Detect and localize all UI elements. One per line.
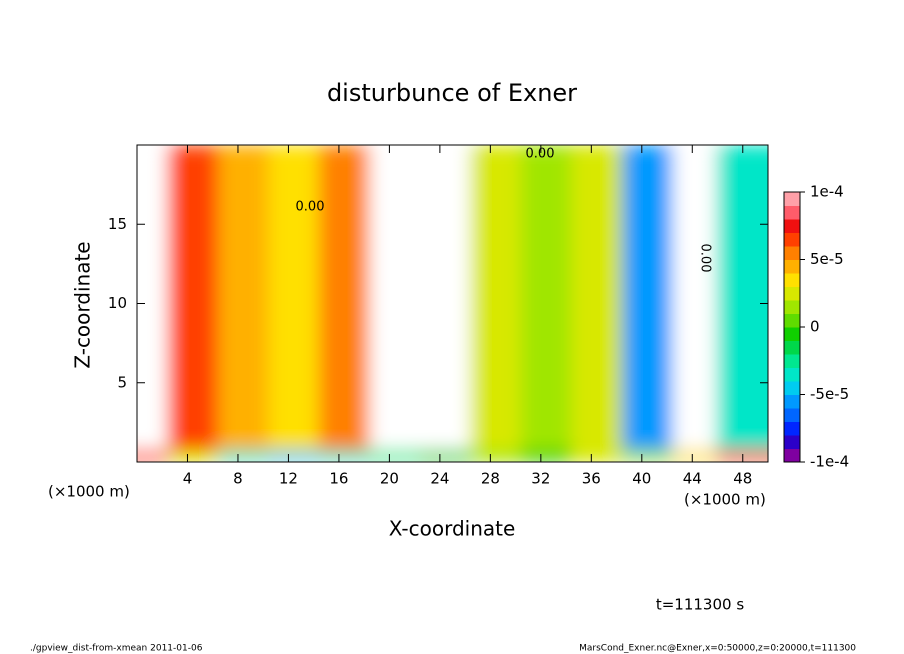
x-tick-label: 4 (183, 470, 193, 488)
colorbar-segment (784, 313, 800, 328)
x-tick-label: 44 (683, 470, 702, 488)
colorbar-segment (784, 327, 800, 341)
y-axis-label: Z-coordinate (71, 241, 95, 368)
colorbar-segment (784, 421, 800, 436)
footer-left: ./gpview_dist-from-xmean 2011-01-06 (30, 644, 203, 654)
colorbar-segment (784, 205, 800, 220)
colorbar-segment (784, 435, 800, 449)
chart-title: disturbunce of Exner (327, 79, 577, 107)
colorbar-tick-label: 0 (810, 318, 820, 336)
colorbar-tick-label: -1e-4 (810, 453, 849, 471)
y-tick-label: 15 (108, 215, 127, 233)
x-tick-label: 16 (329, 470, 348, 488)
field-cells (137, 145, 768, 462)
x-tick-label: 36 (582, 470, 601, 488)
colorbar-segment (784, 381, 800, 395)
x-tick-label: 28 (481, 470, 500, 488)
contour-label: 0.00 (526, 147, 555, 162)
footer-right: MarsCond_Exner.nc@Exner,x=0:50000,z=0:20… (579, 644, 856, 654)
colorbar-segment (784, 246, 800, 260)
colorbar-segment (784, 232, 800, 247)
x-tick-label: 24 (430, 470, 449, 488)
colorbar-segment (784, 408, 800, 422)
colorbar-segment (784, 192, 800, 206)
colorbar-segment (784, 259, 800, 274)
x-tick-label: 32 (531, 470, 550, 488)
x-tick-label: 8 (233, 470, 243, 488)
contour-label: 0.00 (698, 244, 713, 273)
x-tick-label: 20 (380, 470, 399, 488)
x-tick-label: 12 (279, 470, 298, 488)
colorbar-tick-label: -5e-5 (810, 385, 849, 403)
colorbar-segment (784, 354, 800, 368)
contour-label: 0.00 (296, 200, 325, 215)
field (137, 145, 768, 462)
colorbar-segment (784, 219, 800, 233)
y-tick-label: 10 (108, 294, 127, 312)
time-label: t=111300 s (656, 596, 744, 614)
field-cell (716, 145, 768, 451)
colorbar-segment (784, 273, 800, 287)
x-axis-label: X-coordinate (389, 517, 516, 541)
x-tick-label: 48 (733, 470, 752, 488)
colorbar-segment (784, 394, 800, 409)
x-unit-left: (×1000 m) (48, 483, 130, 501)
colorbar-segment (784, 340, 800, 355)
colorbar-segment (784, 448, 800, 463)
colorbar-tick-label: 1e-4 (810, 183, 844, 201)
colorbar-tick-label: 5e-5 (810, 250, 844, 268)
x-tick-label: 40 (632, 470, 651, 488)
colorbar-segment (784, 286, 800, 301)
x-unit-right: (×1000 m) (684, 491, 766, 509)
colorbar-segment (784, 367, 800, 382)
colorbar-segment (784, 300, 800, 314)
y-tick-label: 5 (117, 373, 127, 391)
